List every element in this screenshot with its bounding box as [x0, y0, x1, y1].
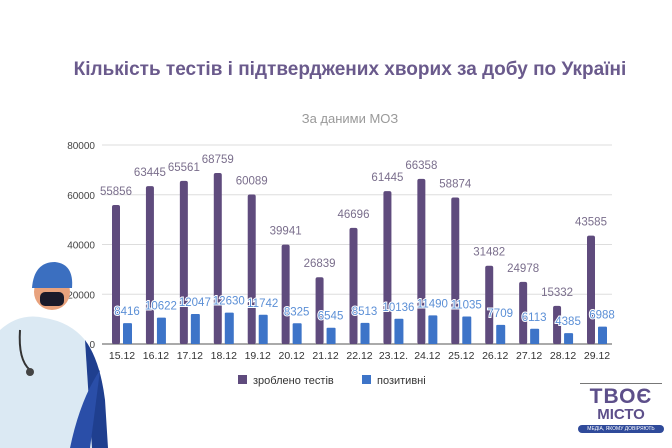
data-label-positive: 10622 [145, 301, 177, 313]
bar-positive [156, 317, 166, 344]
bar-tests [247, 194, 256, 344]
bar-positive [360, 322, 370, 344]
bar-tests [587, 235, 595, 344]
brand-logo: ТВОЄ МІСТО МЕДІА, ЯКОМУ ДОВІРЯЮТЬ [578, 383, 664, 433]
bar-tests [485, 265, 494, 344]
bar-tests [417, 178, 426, 344]
x-tick-label: 24.12 [414, 350, 440, 362]
bar-tests [349, 227, 358, 344]
bar-positive [496, 324, 506, 344]
bar-tests [145, 186, 154, 344]
data-label-positive: 8416 [114, 306, 140, 318]
legend-label: зроблено тестів [253, 375, 334, 387]
y-tick-label: 60000 [67, 191, 95, 202]
bar-positive [224, 312, 234, 344]
bar-tests [281, 244, 290, 344]
data-label-tests: 66358 [405, 160, 437, 172]
doctor-illustration [0, 262, 108, 448]
x-tick-label: 25.12 [448, 350, 474, 362]
data-label-tests: 68759 [202, 154, 234, 166]
data-label-tests: 58874 [439, 179, 472, 191]
bar-tests [213, 172, 222, 344]
bar-tests [112, 205, 120, 344]
x-tick-label: 21.12 [312, 350, 338, 362]
data-label-tests: 61445 [371, 172, 403, 184]
bar-positive [292, 323, 302, 344]
data-label-positive: 12630 [213, 296, 245, 308]
y-tick-label: 20000 [67, 290, 95, 301]
bar-positive [123, 323, 132, 344]
data-label-positive: 4385 [555, 316, 581, 328]
data-label-positive: 11035 [451, 300, 482, 312]
x-tick-label: 29.12 [584, 350, 610, 362]
data-label-positive: 11490 [417, 298, 448, 310]
data-label-tests: 46696 [338, 209, 370, 221]
chart-title: Кількість тестів і підтверджених хворих … [73, 59, 627, 80]
x-tick-label: 16.12 [143, 350, 169, 362]
data-label-tests: 39941 [270, 226, 302, 238]
bar-positive [598, 326, 607, 344]
x-tick-label: 27.12 [516, 350, 542, 362]
bar-positive [564, 333, 574, 344]
bar-positive [394, 318, 404, 344]
data-label-tests: 60089 [236, 176, 268, 188]
bar-positive [326, 327, 336, 344]
x-tick-label: 18.12 [211, 350, 237, 362]
data-label-tests: 26839 [304, 258, 336, 270]
chart-subtitle: За даними МОЗ [301, 111, 399, 126]
x-tick-label: 26.12 [482, 350, 508, 362]
data-label-positive: 8325 [284, 306, 310, 318]
x-tick-label: 17.12 [177, 350, 203, 362]
data-label-positive: 6113 [522, 312, 547, 324]
bar-tests [553, 305, 562, 344]
bar-tests [519, 281, 528, 344]
x-tick-label: 19.12 [245, 350, 271, 362]
bar-tests [383, 191, 392, 344]
bar-tests [451, 197, 460, 344]
x-tick-label: 28.12 [550, 350, 576, 362]
data-label-positive: 12047 [179, 297, 211, 309]
data-label-tests: 55856 [100, 186, 132, 198]
legend-swatch [362, 375, 371, 384]
data-label-positive: 6545 [318, 311, 344, 323]
y-tick-label: 80000 [67, 141, 95, 152]
legend-swatch [238, 375, 247, 384]
data-label-positive: 10136 [382, 302, 414, 314]
data-label-tests: 24978 [507, 263, 539, 275]
data-label-positive: 6988 [589, 310, 615, 322]
data-label-tests: 43585 [575, 217, 607, 229]
x-tick-label: 22.12 [346, 350, 372, 362]
y-tick-label: 0 [89, 340, 95, 351]
data-label-positive: 11742 [247, 298, 278, 310]
bar-positive [462, 316, 472, 344]
data-label-positive: 7709 [487, 308, 513, 320]
data-label-positive: 8513 [352, 306, 378, 318]
x-tick-label: 20.12 [279, 350, 305, 362]
bar-positive [190, 314, 200, 344]
x-tick-label: 23.12. [379, 350, 408, 362]
bar-tests [315, 277, 324, 344]
x-tick-label: 15.12 [109, 350, 135, 362]
bar-tests [179, 180, 188, 344]
legend-label: позитивні [377, 375, 426, 387]
data-label-tests: 63445 [134, 167, 166, 179]
logo-line1: ТВОЄ [589, 385, 653, 408]
data-label-tests: 31482 [473, 247, 505, 259]
bar-positive [530, 328, 540, 344]
data-label-tests: 15332 [541, 287, 573, 299]
data-label-tests: 65561 [168, 162, 200, 174]
bar-positive [428, 315, 438, 344]
y-tick-label: 40000 [67, 241, 95, 252]
logo-line2: МІСТО [597, 406, 645, 423]
logo-tagline: МЕДІА, ЯКОМУ ДОВІРЯЮТЬ [578, 425, 664, 433]
bar-positive [258, 314, 268, 344]
